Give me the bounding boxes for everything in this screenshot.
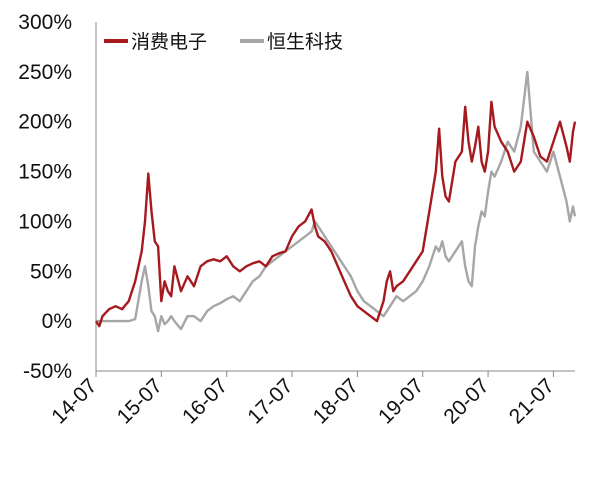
legend: 消费电子 恒生科技	[104, 31, 343, 53]
legend-label-hang-seng-tech: 恒生科技	[267, 31, 343, 53]
series-line-hang-seng-tech	[96, 70, 577, 333]
legend-label-consumer-electronics: 消费电子	[131, 31, 207, 53]
x-tick-label: 21-07	[505, 374, 559, 428]
axes	[95, 22, 575, 372]
y-tick-label: 100%	[18, 210, 72, 233]
y-axis-ticks: -50% 0% 50% 100% 150% 200% 250% 300%	[18, 11, 72, 383]
x-axis-ticks: 14-07 15-07 16-07 17-07 18-07 19-07 20-07 21-07	[47, 371, 559, 429]
legend-item-hang-seng-tech: 恒生科技	[240, 31, 343, 53]
y-tick-label: 250%	[18, 61, 72, 84]
y-tick-label: 0%	[42, 310, 72, 333]
y-tick-label: 150%	[18, 161, 72, 184]
series-layer	[94, 70, 577, 333]
x-tick-label: 15-07	[113, 374, 167, 428]
x-tick-label: 20-07	[439, 374, 493, 428]
y-tick-label: 200%	[18, 111, 72, 134]
x-tick-label: 18-07	[309, 374, 363, 428]
x-tick-label: 16-07	[178, 374, 232, 428]
x-tick-label: 17-07	[243, 374, 297, 428]
legend-item-consumer-electronics: 消费电子	[104, 31, 207, 53]
y-tick-label: 50%	[30, 260, 72, 283]
y-tick-label: 300%	[18, 11, 72, 34]
series-line-consumer-electronics	[94, 100, 577, 328]
x-tick-label: 19-07	[374, 374, 428, 428]
y-tick-label: -50%	[23, 360, 72, 383]
